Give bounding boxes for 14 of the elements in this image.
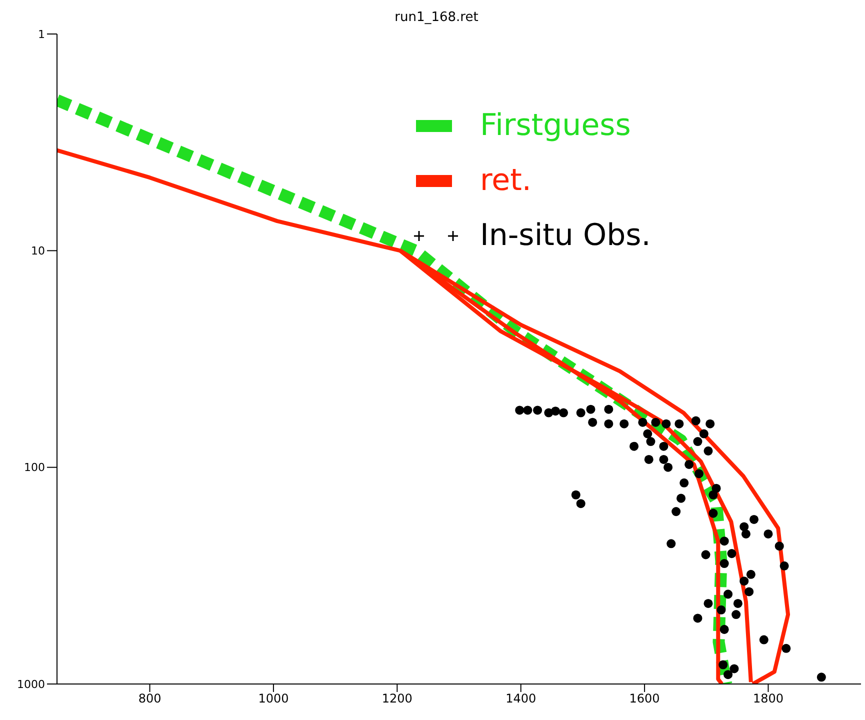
x-tick-label: 800 — [138, 692, 162, 706]
x-tick-label: 1400 — [506, 692, 536, 706]
y-tick-label: 10 — [31, 244, 45, 258]
y-tick-label: 1 — [38, 28, 45, 41]
legend-label: In-situ Obs. — [480, 218, 651, 253]
legend-label: Firstguess — [480, 108, 631, 143]
legend-label: ret. — [480, 163, 532, 198]
y-tick-label: 1000 — [17, 678, 45, 691]
x-tick-label: 1600 — [629, 692, 660, 706]
x-tick-label: 1800 — [752, 692, 784, 706]
y-tick-label: 100 — [24, 461, 45, 474]
chart-title: run1_168.ret — [394, 9, 480, 27]
x-tick-label: 1200 — [382, 692, 412, 706]
x-tick-label: 1000 — [258, 692, 289, 706]
